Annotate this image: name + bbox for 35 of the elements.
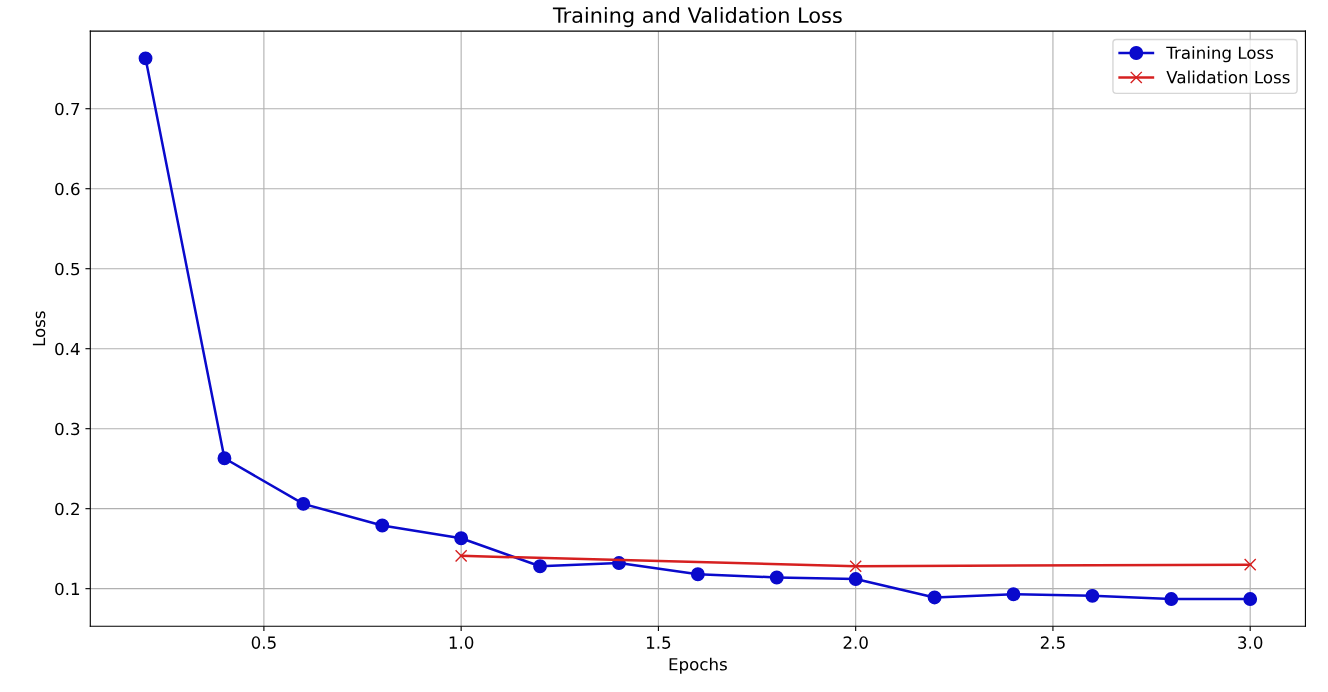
x-tick-label: 2.5 [1040, 636, 1065, 649]
point [454, 531, 469, 546]
x-axis-title: Epochs [669, 657, 727, 674]
x-tick-label: 0.5 [251, 636, 276, 649]
point [217, 451, 232, 466]
point [1006, 587, 1021, 602]
point [769, 570, 784, 585]
x-tick-label: 3.0 [1238, 636, 1263, 649]
point [1243, 558, 1257, 571]
y-tick-label: 0.3 [55, 422, 80, 436]
y-axis-title: Loss [32, 311, 46, 346]
point [296, 496, 311, 511]
point [690, 567, 705, 582]
x-tick-label: 2.0 [843, 636, 868, 649]
point [533, 559, 548, 574]
point [927, 590, 942, 605]
x-tick-label: 1.0 [449, 636, 474, 649]
point [375, 518, 390, 533]
chart-title: Training and Validation Loss [552, 6, 842, 28]
legend-label: Training Loss [1166, 46, 1274, 63]
y-tick-label: 0.4 [55, 342, 80, 356]
y-tick-label: 0.5 [55, 262, 80, 276]
y-tick-label: 0.1 [55, 582, 80, 596]
point [1243, 592, 1258, 607]
y-tick-label: 0.2 [55, 502, 79, 516]
y-tick-label: 0.6 [55, 182, 80, 196]
point [848, 572, 863, 587]
point [849, 560, 862, 573]
y-tick-label: 0.7 [55, 102, 80, 116]
point [454, 549, 468, 563]
point [138, 51, 153, 66]
point [1164, 592, 1179, 607]
point [1085, 588, 1100, 603]
x-tick-label: 1.5 [646, 636, 671, 649]
legend-label: Validation Loss [1166, 70, 1290, 84]
